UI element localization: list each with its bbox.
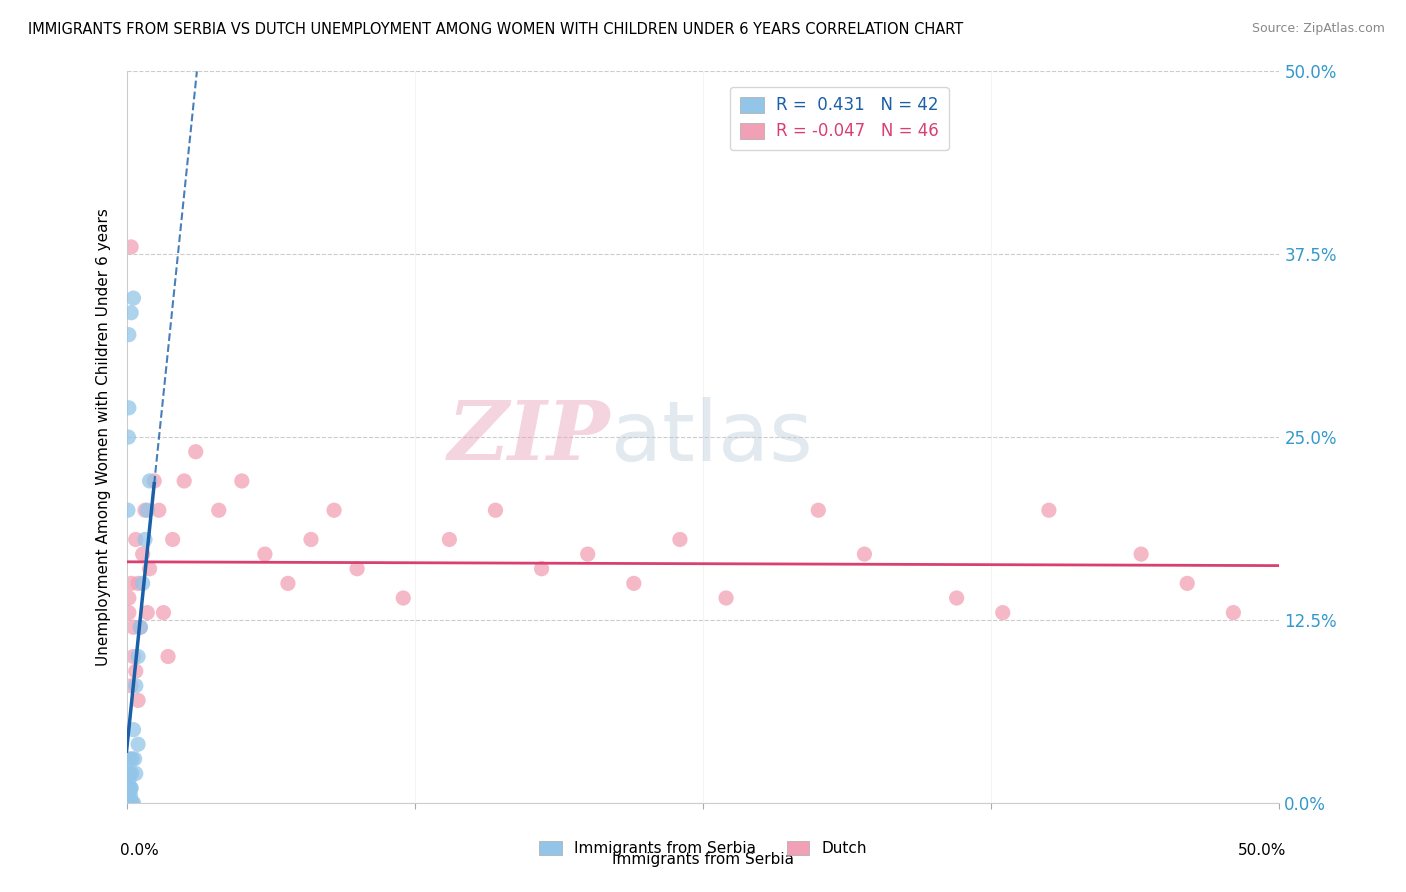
- Point: [138, 474, 160, 488]
- Point: [118, 766, 141, 780]
- Point: [530, 562, 553, 576]
- Point: [134, 503, 156, 517]
- Point: [122, 620, 145, 634]
- Point: [117, 796, 139, 810]
- Text: ZIP: ZIP: [449, 397, 610, 477]
- Point: [120, 306, 142, 320]
- Point: [125, 533, 148, 547]
- Point: [945, 591, 967, 605]
- Point: [120, 781, 142, 796]
- Point: [120, 240, 142, 254]
- Point: [231, 474, 253, 488]
- Point: [117, 789, 139, 803]
- Point: [991, 606, 1014, 620]
- Point: [120, 576, 142, 591]
- Point: [714, 591, 737, 605]
- Point: [152, 606, 174, 620]
- Point: [299, 533, 322, 547]
- Point: [117, 430, 139, 444]
- Point: [1175, 576, 1198, 591]
- Point: [121, 766, 143, 780]
- Point: [122, 649, 145, 664]
- Point: [623, 576, 645, 591]
- Point: [253, 547, 276, 561]
- Point: [124, 752, 146, 766]
- Legend: R =  0.431   N = 42, R = -0.047   N = 46: R = 0.431 N = 42, R = -0.047 N = 46: [730, 87, 949, 150]
- Point: [277, 576, 299, 591]
- Point: [125, 766, 148, 780]
- Text: Immigrants from Serbia: Immigrants from Serbia: [612, 852, 794, 867]
- Point: [118, 796, 141, 810]
- Y-axis label: Unemployment Among Women with Children Under 6 years: Unemployment Among Women with Children U…: [96, 208, 111, 666]
- Point: [173, 474, 195, 488]
- Point: [1038, 503, 1060, 517]
- Point: [576, 547, 599, 561]
- Point: [131, 576, 153, 591]
- Point: [346, 562, 368, 576]
- Point: [117, 789, 139, 803]
- Point: [120, 781, 142, 796]
- Point: [129, 620, 152, 634]
- Point: [157, 649, 180, 664]
- Point: [484, 503, 506, 517]
- Point: [127, 649, 149, 664]
- Point: [208, 503, 231, 517]
- Point: [118, 781, 141, 796]
- Text: 0.0%: 0.0%: [120, 843, 159, 858]
- Point: [807, 503, 830, 517]
- Text: Source: ZipAtlas.com: Source: ZipAtlas.com: [1251, 22, 1385, 36]
- Point: [669, 533, 692, 547]
- Point: [117, 796, 139, 810]
- Point: [392, 591, 415, 605]
- Legend: Immigrants from Serbia, Dutch: Immigrants from Serbia, Dutch: [533, 835, 873, 862]
- Point: [118, 591, 141, 605]
- Point: [118, 327, 141, 342]
- Point: [143, 474, 166, 488]
- Point: [122, 291, 145, 305]
- Point: [134, 533, 156, 547]
- Text: 50.0%: 50.0%: [1239, 843, 1286, 858]
- Text: IMMIGRANTS FROM SERBIA VS DUTCH UNEMPLOYMENT AMONG WOMEN WITH CHILDREN UNDER 6 Y: IMMIGRANTS FROM SERBIA VS DUTCH UNEMPLOY…: [28, 22, 963, 37]
- Point: [122, 796, 145, 810]
- Point: [120, 796, 142, 810]
- Point: [118, 781, 141, 796]
- Point: [118, 606, 141, 620]
- Text: atlas: atlas: [610, 397, 813, 477]
- Point: [1222, 606, 1244, 620]
- Point: [120, 679, 142, 693]
- Point: [120, 789, 142, 803]
- Point: [439, 533, 461, 547]
- Point: [115, 796, 138, 810]
- Point: [118, 773, 141, 788]
- Point: [117, 503, 139, 517]
- Point: [127, 737, 149, 751]
- Point: [162, 533, 184, 547]
- Point: [120, 796, 142, 810]
- Point: [131, 547, 153, 561]
- Point: [136, 503, 159, 517]
- Point: [118, 796, 141, 810]
- Point: [118, 766, 141, 780]
- Point: [138, 562, 160, 576]
- Point: [127, 576, 149, 591]
- Point: [184, 444, 207, 458]
- Point: [122, 723, 145, 737]
- Point: [125, 679, 148, 693]
- Point: [323, 503, 346, 517]
- Point: [136, 606, 159, 620]
- Point: [118, 789, 141, 803]
- Point: [121, 752, 143, 766]
- Point: [148, 503, 170, 517]
- Point: [117, 789, 139, 803]
- Point: [121, 796, 143, 810]
- Point: [118, 401, 141, 415]
- Point: [127, 693, 149, 707]
- Point: [118, 752, 141, 766]
- Point: [129, 620, 152, 634]
- Point: [1130, 547, 1153, 561]
- Point: [125, 664, 148, 678]
- Point: [117, 796, 139, 810]
- Point: [853, 547, 876, 561]
